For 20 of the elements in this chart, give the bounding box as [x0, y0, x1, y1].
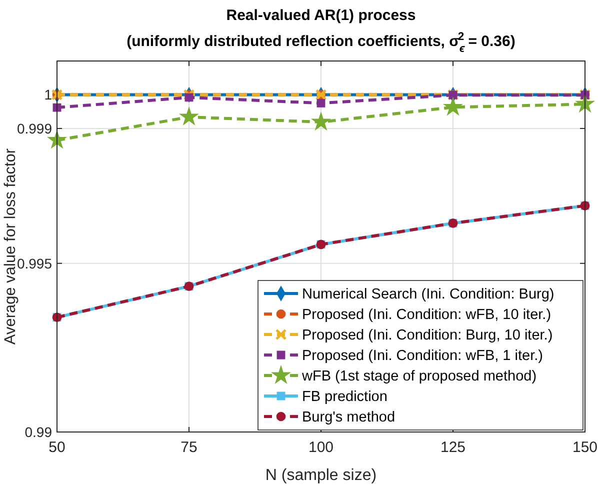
y-tick-label: 0.999	[16, 120, 52, 136]
y-tick-label: 1	[44, 86, 52, 103]
y-axis-title: Average value for loss factor	[2, 148, 19, 345]
legend-label: FB prediction	[302, 389, 388, 405]
y-tick-label: 0.995	[16, 255, 52, 272]
chart-subtitle: (uniformly distributed reflection coefficients, σ$_{ϵ}$$^{2}$ = 0.36)	[126, 31, 516, 55]
legend-label: Proposed (Ini. Condition: wFB, 10 iter.)	[302, 307, 552, 323]
legend-label: Proposed (Ini. Condition: wFB, 1 iter.)	[302, 348, 543, 364]
x-axis-title: N (sample size)	[265, 467, 377, 484]
legend-label: Burg's method	[302, 410, 396, 426]
x-tick-label: 100	[308, 439, 334, 456]
legend-label: Numerical Search (Ini. Condition: Burg)	[302, 286, 554, 302]
x-tick-label: 75	[180, 439, 198, 456]
legend-label: wFB (1st stage of proposed method)	[301, 368, 537, 384]
legend-label: Proposed (Ini. Condition: Burg, 10 iter.)	[302, 328, 553, 344]
x-tick-label: 150	[572, 439, 598, 456]
x-tick-label: 50	[48, 439, 66, 456]
y-tick-label: 0.99	[24, 424, 52, 440]
chart-title: Real-valued AR(1) process	[226, 7, 416, 24]
x-tick-label: 125	[440, 439, 466, 456]
